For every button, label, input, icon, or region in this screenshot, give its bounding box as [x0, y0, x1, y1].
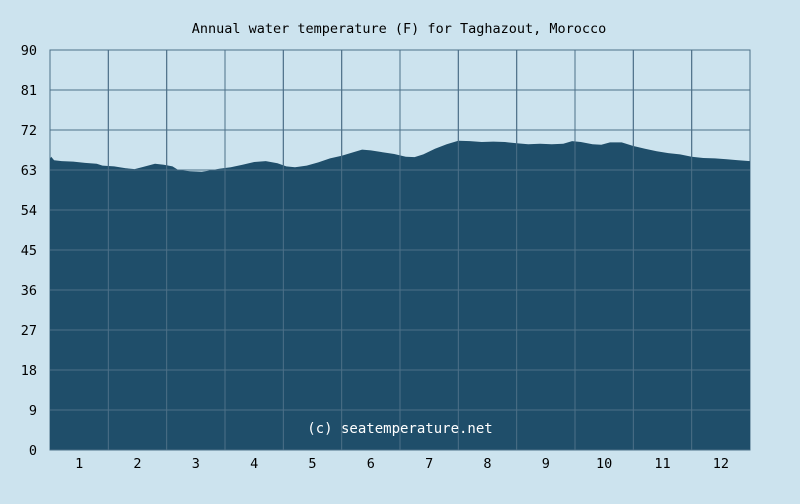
x-tick-label: 9 — [542, 456, 550, 472]
y-tick-label: 63 — [21, 163, 37, 179]
x-tick-label: 8 — [483, 456, 491, 472]
y-tick-label: 81 — [21, 83, 37, 99]
watermark-text: (c) seatemperature.net — [307, 421, 492, 437]
x-tick-label: 7 — [425, 456, 433, 472]
x-tick-label: 5 — [308, 456, 316, 472]
y-tick-label: 9 — [29, 403, 37, 419]
x-tick-label: 1 — [75, 456, 83, 472]
x-tick-label: 2 — [133, 456, 141, 472]
y-tick-label: 72 — [21, 123, 37, 139]
y-tick-label: 36 — [21, 283, 37, 299]
y-tick-label: 90 — [21, 43, 37, 59]
y-tick-label: 27 — [21, 323, 37, 339]
gridlines-overlay — [50, 49, 750, 451]
x-tick-label: 10 — [596, 456, 612, 472]
y-tick-label: 45 — [21, 243, 37, 259]
chart-title: Annual water temperature (F) for Taghazo… — [192, 21, 607, 37]
y-tick-label: 18 — [21, 363, 37, 379]
y-axis-tick-labels: 0 9 18 27 36 45 54 63 72 81 90 — [21, 43, 37, 459]
x-tick-label: 4 — [250, 456, 258, 472]
x-tick-label: 11 — [654, 456, 670, 472]
y-tick-label: 0 — [29, 443, 37, 459]
x-tick-label: 12 — [713, 456, 729, 472]
x-tick-label: 3 — [192, 456, 200, 472]
x-axis-tick-labels: 1 2 3 4 5 6 7 8 9 10 11 12 — [75, 456, 729, 472]
x-tick-label: 6 — [367, 456, 375, 472]
y-tick-label: 54 — [21, 203, 37, 219]
